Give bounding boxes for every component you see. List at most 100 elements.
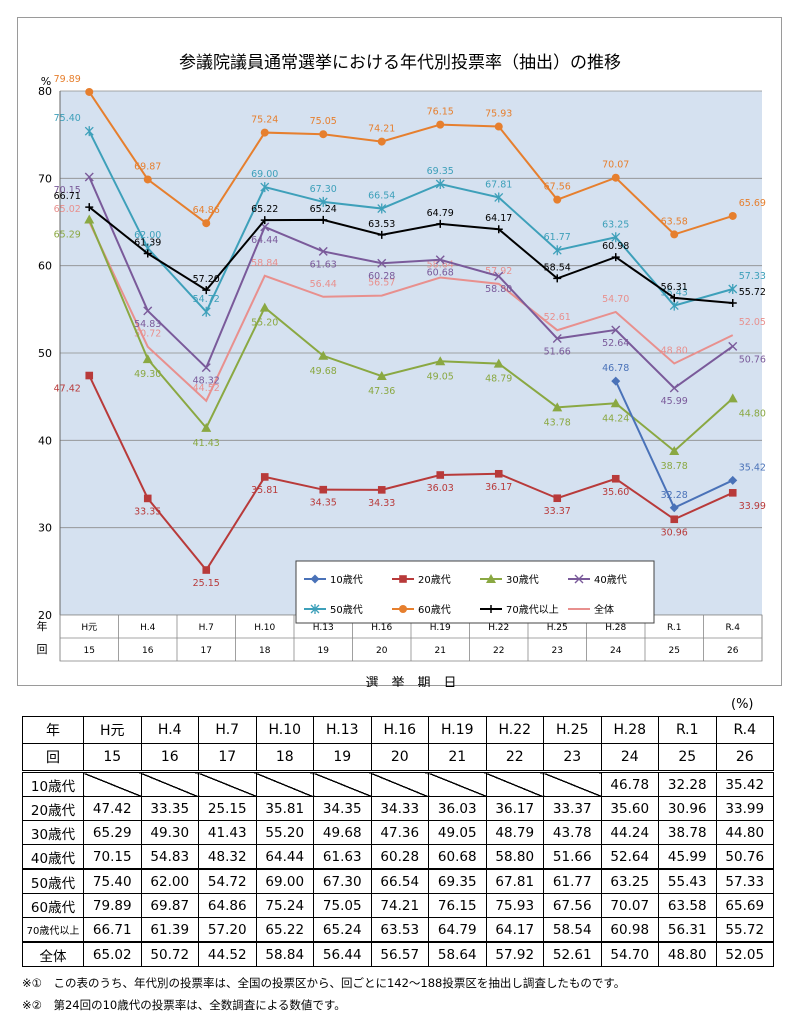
- table-cell: 58.64: [428, 941, 487, 967]
- series-1-data-label: 46.78: [602, 363, 629, 374]
- series-3-point: [376, 371, 387, 381]
- x-round-label: 16: [142, 646, 154, 656]
- series-3-point: [552, 402, 563, 412]
- x-tick-label: H元: [81, 623, 97, 633]
- legend-point: [399, 575, 407, 583]
- series-4-data-label: 64.44: [251, 235, 278, 246]
- series-4-line: [88, 176, 734, 390]
- series-6-data-label: 75.93: [485, 109, 512, 120]
- table-cell: 67.56: [543, 893, 602, 918]
- table-header-cell: H元: [83, 716, 142, 744]
- series-4-point: [611, 325, 621, 335]
- series-7-point: [85, 203, 94, 212]
- table-header-rounds: 回 15 16 17 18 19 20 21 22 23 24 25 26: [22, 743, 774, 772]
- series-3-point: [84, 214, 95, 224]
- series-5-point: [552, 245, 562, 256]
- legend-label: 20歳代: [418, 574, 451, 586]
- table-cell: 65.22: [255, 917, 314, 943]
- table-row: 30歳代 65.29 49.30 41.43 55.20 49.68 47.36 49.05 4…: [22, 820, 774, 845]
- table-cell: [370, 770, 429, 797]
- legend-point: [487, 605, 495, 613]
- series-4-data-label: 48.32: [193, 376, 220, 387]
- series-8-data-label: 58.64: [427, 260, 454, 271]
- table-header-cell: 24: [600, 743, 659, 772]
- series-3-data-label: 41.43: [193, 438, 220, 449]
- x-round-label: 18: [259, 646, 271, 656]
- series-4-point: [552, 334, 562, 343]
- series-4-point: [201, 363, 211, 373]
- series-2-data-label: 33.37: [544, 506, 571, 517]
- series-5-data-label: 57.33: [739, 271, 766, 282]
- table-header-cell: 回: [22, 743, 84, 772]
- x-row-label-round: 回: [37, 643, 48, 656]
- table-row-label: 50歳代: [22, 868, 84, 894]
- legend-point: [486, 574, 496, 583]
- series-5-point: [435, 179, 445, 190]
- series-2-point: [202, 566, 211, 574]
- series-3-data-label: 49.68: [310, 366, 337, 377]
- series-5-point: [728, 283, 738, 294]
- series-5-data-label: 69.35: [427, 166, 454, 177]
- x-tick-label: H.25: [547, 623, 568, 633]
- table-cell: 64.79: [428, 917, 487, 943]
- table-cell: 67.81: [485, 868, 544, 894]
- series-6-line: [88, 91, 734, 236]
- x-tick-label: H.28: [605, 623, 626, 633]
- x-tick-label: H.16: [371, 623, 392, 633]
- x-round-label: 24: [610, 646, 622, 656]
- table-cell: 61.77: [543, 868, 602, 894]
- table-row: 10歳代 46.78 32.28 35.42: [22, 770, 774, 797]
- series-6-point: [202, 219, 211, 228]
- table-header-cell: R.1: [658, 716, 717, 744]
- series-3-point: [435, 356, 446, 366]
- table-cell: 57.92: [485, 941, 544, 967]
- series-5-point: [377, 203, 387, 214]
- table-cell: 65.69: [715, 893, 774, 918]
- series-5-data-label: 69.00: [251, 169, 278, 180]
- table-cell: [83, 770, 142, 797]
- series-2-point: [553, 494, 562, 503]
- table-header-cell: H.10: [255, 716, 314, 744]
- table-cell: 35.81: [255, 796, 314, 821]
- series-2-data-label: 36.03: [427, 483, 454, 494]
- series-2-data-label: 35.60: [602, 487, 629, 498]
- x-tick-label: H.7: [199, 623, 214, 633]
- table-header-cell: R.4: [715, 716, 774, 744]
- series-7-data-label: 66.71: [54, 191, 81, 202]
- series-3-point: [610, 398, 621, 408]
- series-3-line: [88, 219, 734, 453]
- table-cell: 63.25: [600, 868, 659, 894]
- x-round-label: 20: [376, 646, 388, 656]
- table-row-label: 60歳代: [22, 893, 84, 918]
- series-3-point: [259, 302, 270, 312]
- x-tick-label: H.13: [313, 623, 334, 633]
- series-6-point: [494, 122, 503, 131]
- series-6-data-label: 76.15: [427, 107, 454, 118]
- series-6-point: [143, 175, 152, 184]
- table-cell: 49.68: [313, 820, 372, 845]
- x-tick-label: R.1: [667, 623, 682, 633]
- table-cell: 65.29: [83, 820, 142, 845]
- series-6-data-label: 74.21: [368, 124, 395, 135]
- table-row: 50歳代 75.40 62.00 54.72 69.00 67.30 66.54 69.35 6…: [22, 868, 774, 894]
- series-6-point: [611, 173, 620, 182]
- series-8-data-label: 56.44: [310, 279, 337, 290]
- table-header-cell: 21: [428, 743, 487, 772]
- table-cell: 36.17: [485, 796, 544, 821]
- table-cell: 75.40: [83, 868, 142, 894]
- table-cell: 66.54: [370, 868, 429, 894]
- series-8-data-label: 54.70: [602, 294, 629, 305]
- x-tick-label: H.4: [140, 623, 155, 633]
- series-7-data-label: 63.53: [368, 219, 395, 230]
- series-5-point: [260, 182, 270, 193]
- y-tick-label: 40: [38, 434, 52, 447]
- series-7-point: [553, 274, 562, 283]
- series-2-data-label: 34.33: [368, 498, 395, 509]
- series-6-point: [670, 230, 679, 239]
- table-cell: 74.21: [370, 893, 429, 918]
- table-cell: 32.28: [658, 770, 717, 797]
- series-4-data-label: 51.66: [544, 347, 571, 358]
- series-6-data-label: 70.07: [602, 160, 629, 171]
- series-2-point: [436, 471, 445, 479]
- table-cell: 66.71: [83, 917, 142, 943]
